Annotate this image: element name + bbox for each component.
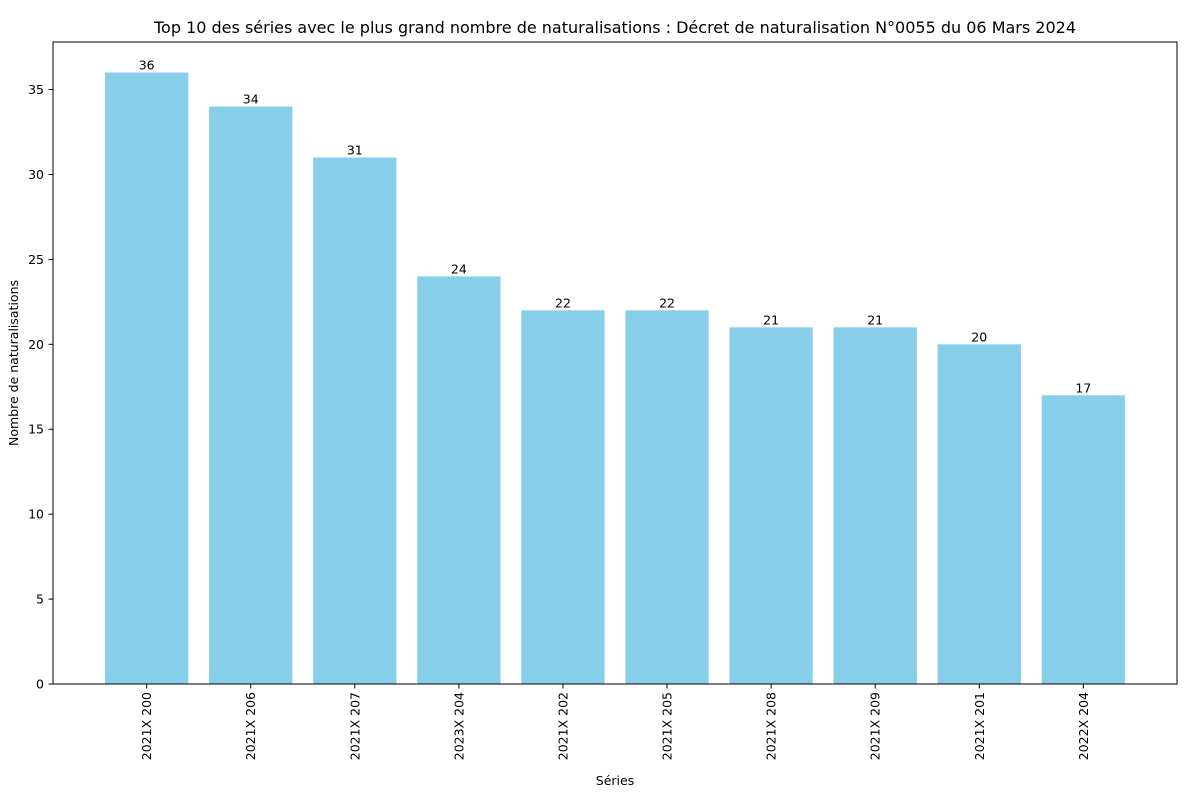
bar-value-label: 20 [971,329,987,344]
x-tick-label: 2021X 200 [139,692,154,760]
bar [937,344,1021,684]
bar [521,310,605,684]
x-axis: 2021X 200 2021X 206 2021X 207 2023X 204 2021… [139,684,1091,760]
bar-value-label: 34 [243,92,259,107]
bar [313,157,397,684]
x-tick-label: 2021X 201 [972,692,987,760]
x-tick-label: 2023X 204 [451,692,466,760]
x-tick-label: 2021X 206 [243,692,258,760]
y-tick-label: 25 [28,252,44,267]
bar [105,72,189,685]
bar-value-label: 31 [347,142,363,157]
bar [1041,395,1125,684]
bar-value-label: 21 [867,312,883,327]
y-tick-label: 10 [28,507,44,522]
y-tick-label: 15 [28,422,44,437]
bars-group [105,72,1125,685]
bar-value-label: 24 [451,261,467,276]
bar-value-label: 36 [139,58,155,73]
plot-frame [52,41,1178,685]
bar-value-label: 22 [659,295,675,310]
bar-value-label: 17 [1075,380,1091,395]
bar [417,276,501,684]
bar-labels-group: 36 34 31 24 22 22 21 21 20 17 [139,58,1092,396]
x-tick-label: 2021X 208 [764,692,779,760]
y-tick-label: 20 [28,337,44,352]
y-tick-label: 35 [28,82,44,97]
y-axis-label: Nombre de naturalisations [6,280,21,446]
y-tick-label: 0 [36,677,44,692]
bar-value-label: 22 [555,295,571,310]
x-tick-label: 2022X 204 [1076,692,1091,760]
y-tick-label: 5 [36,592,44,607]
bar [729,327,813,684]
bar [833,327,917,684]
bar-value-label: 21 [763,312,779,327]
x-axis-label: Séries [596,773,634,788]
x-tick-label: 2021X 209 [868,692,883,760]
bar [625,310,709,684]
chart-title: Top 10 des séries avec le plus grand nom… [153,18,1076,37]
y-tick-label: 30 [28,167,44,182]
x-tick-label: 2021X 207 [347,692,362,760]
y-axis: 0 5 10 15 20 25 30 35 [28,82,53,692]
bar [209,106,293,685]
x-tick-label: 2021X 202 [555,692,570,760]
x-tick-label: 2021X 205 [660,692,675,760]
